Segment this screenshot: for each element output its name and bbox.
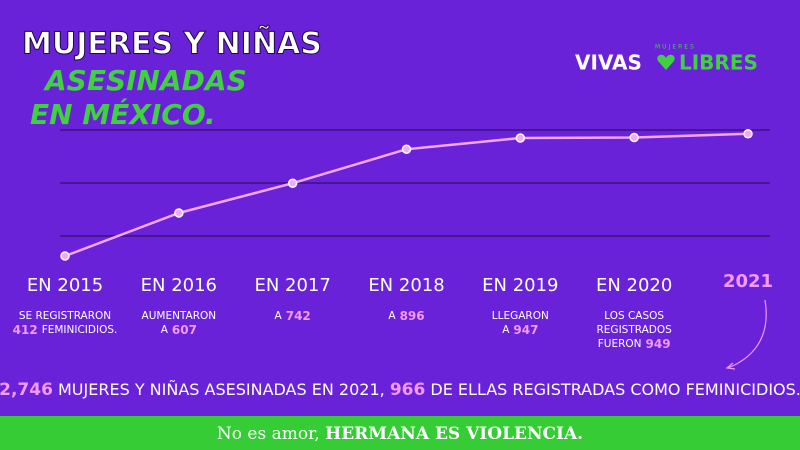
note-line: A 607: [161, 323, 197, 337]
year-label: EN 2016: [141, 275, 217, 296]
note-line: 412 FEMINICIDIOS.: [13, 323, 118, 337]
footer-band: [0, 416, 800, 450]
logo-heart: [657, 54, 675, 70]
title-line: EN MÉXICO.: [30, 97, 216, 131]
note-text: FUERON: [598, 338, 642, 350]
title-line: ASESINADAS: [43, 64, 247, 97]
note-text: REGISTRADOS: [597, 324, 673, 336]
value-label: 896: [400, 309, 425, 323]
logo-text: LIBRES: [679, 51, 758, 75]
summary-value: 966: [390, 380, 426, 400]
point: [401, 144, 412, 154]
note-line: A 742: [275, 309, 311, 323]
summary-total: 2,746: [0, 380, 53, 400]
year-label: 2021: [723, 271, 773, 292]
note-text: A: [275, 310, 283, 322]
footer: No es amor, HERMANA ES VIOLENCIA.: [217, 424, 583, 444]
title-line: MUJERES Y NIÑAS: [22, 25, 322, 62]
value-label: 949: [646, 337, 671, 351]
note-text: FEMINICIDIOS.: [42, 324, 118, 336]
footer-text: HERMANA ES VIOLENCIA.: [325, 424, 583, 444]
year-label: EN 2019: [482, 275, 558, 296]
point: [743, 129, 753, 139]
note-text: LOS CASOS: [604, 310, 664, 322]
logo-small: MUJERES: [655, 44, 696, 51]
summary-text: DE ELLAS REGISTRADAS COMO FEMINICIDIOS.: [430, 380, 800, 399]
note-text: A: [502, 324, 510, 336]
note-text: A: [388, 310, 396, 322]
year-label: EN 2015: [27, 275, 103, 296]
year-label: EN 2017: [254, 275, 330, 296]
point: [629, 132, 639, 143]
note-line: FUERON 949: [598, 337, 671, 351]
footer-text: No es amor,: [217, 424, 320, 444]
arrow: [727, 299, 767, 369]
value-label: 412: [13, 323, 38, 337]
year-label: EN 2020: [596, 275, 672, 296]
logo-text: VIVAS: [575, 51, 642, 75]
note-line: A 896: [388, 309, 424, 323]
note-line: A 947: [502, 323, 538, 337]
point: [174, 208, 184, 218]
summary: 2,746 MUJERES Y NIÑAS ASESINADAS EN 2021…: [0, 380, 800, 401]
note-text: A: [161, 324, 169, 336]
summary-text: MUJERES Y NIÑAS ASESINADAS EN 2021,: [58, 380, 385, 399]
value-label: 742: [286, 309, 311, 323]
point: [60, 251, 70, 261]
note-text: SE REGISTRARON: [19, 310, 111, 322]
value-label: 607: [172, 323, 197, 337]
note-text: LLEGARON: [492, 310, 549, 322]
value-label: 947: [513, 323, 538, 337]
arrow-head: [725, 362, 736, 370]
year-label: EN 2018: [368, 275, 444, 296]
note-text: AUMENTARON: [142, 310, 217, 322]
point: [287, 178, 298, 188]
point: [515, 133, 526, 143]
